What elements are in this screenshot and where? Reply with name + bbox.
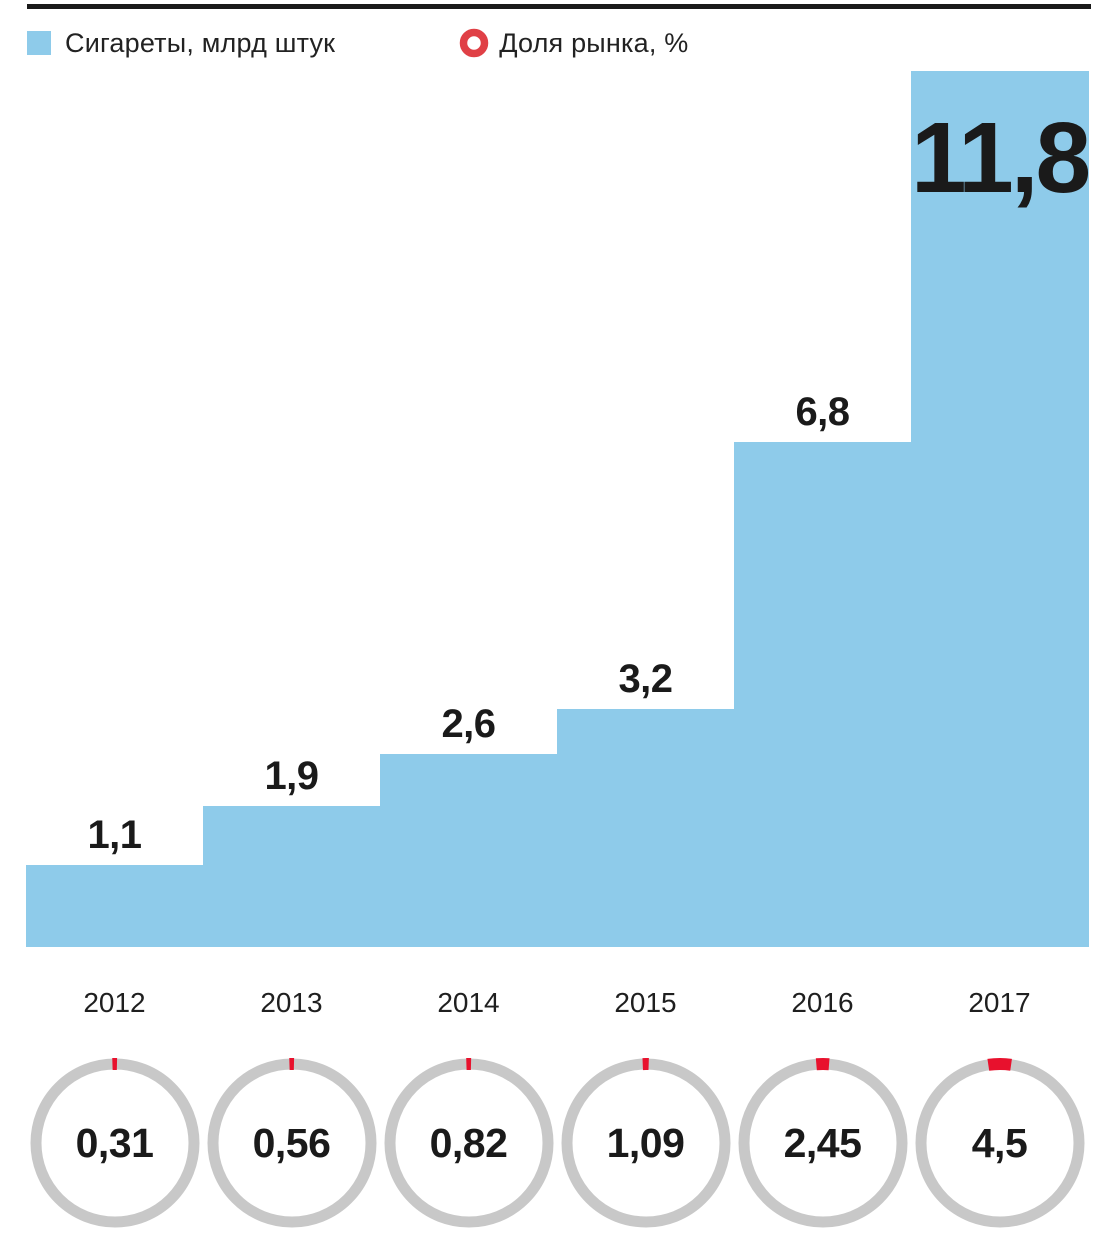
market-share-donut-2017: 4,5 xyxy=(914,1058,1085,1228)
year-label-2017: 2017 xyxy=(968,987,1031,1018)
x-axis-years: 2012 2013 2014 2015 2016 2017 xyxy=(26,986,1088,1020)
market-share-donut-2015: 1,09 xyxy=(560,1058,731,1228)
bar-2013 xyxy=(203,805,381,947)
top-rule xyxy=(27,4,1091,9)
bar-2015 xyxy=(557,709,735,947)
legend-item-market-share: Доля рынка, % xyxy=(459,28,688,59)
bar-2016 xyxy=(734,442,912,947)
bar-value-label-2016: 6,8 xyxy=(795,390,850,435)
bar-plot: 1,1 1,9 2,6 3,2 6,8 11,8 xyxy=(26,71,1091,947)
donut-share-arc-2017 xyxy=(914,1058,1085,1228)
market-share-donut-2016: 2,45 xyxy=(737,1058,908,1228)
donut-share-arc-2013 xyxy=(206,1058,377,1228)
legend-label-market-share: Доля рынка, % xyxy=(499,27,689,58)
bar-2012 xyxy=(26,865,204,947)
bar-value-label-2014: 2,6 xyxy=(441,701,496,746)
legend-item-cigarettes: Сигареты, млрд штук xyxy=(27,28,335,59)
bar-value-label-2013: 1,9 xyxy=(264,753,319,798)
donut-value-2013: 0,56 xyxy=(252,1119,331,1166)
bar-2014 xyxy=(380,753,558,947)
market-share-donut-2012: 0,31 xyxy=(29,1058,200,1228)
year-label-2015: 2015 xyxy=(614,987,677,1018)
donut-share-arc-2012 xyxy=(29,1058,200,1228)
year-label-2012: 2012 xyxy=(83,987,146,1018)
donut-share-arc-2014 xyxy=(383,1058,554,1228)
donut-value-2015: 1,09 xyxy=(606,1119,685,1166)
chart-legend: Сигареты, млрд штук Доля рынка, % xyxy=(27,28,688,58)
donut-share-arc-2016 xyxy=(737,1058,908,1228)
bar-value-label-2017: 11,8 xyxy=(911,102,1091,214)
market-share-donut-2014: 0,82 xyxy=(383,1058,554,1228)
year-label-2016: 2016 xyxy=(791,987,854,1018)
year-label-2014: 2014 xyxy=(437,987,500,1018)
donut-value-2017: 4,5 xyxy=(971,1119,1028,1166)
legend-label-cigarettes: Сигареты, млрд штук xyxy=(65,27,336,58)
donut-value-2012: 0,31 xyxy=(75,1119,154,1166)
donut-share-arc-2015 xyxy=(560,1058,731,1228)
bar-value-label-2015: 3,2 xyxy=(618,657,673,702)
market-share-donut-2013: 0,56 xyxy=(206,1058,377,1228)
bar-swatch-icon xyxy=(27,31,51,55)
donut-value-2016: 2,45 xyxy=(783,1119,862,1166)
donut-value-2014: 0,82 xyxy=(429,1119,508,1166)
ring-swatch-icon xyxy=(459,28,489,58)
year-label-2013: 2013 xyxy=(260,987,323,1018)
market-share-donuts: 0,31 0,56 0,82 1,09 2,45 4,5 xyxy=(26,1058,1088,1228)
bar-2017 xyxy=(911,71,1089,947)
bar-value-label-2012: 1,1 xyxy=(87,813,142,858)
